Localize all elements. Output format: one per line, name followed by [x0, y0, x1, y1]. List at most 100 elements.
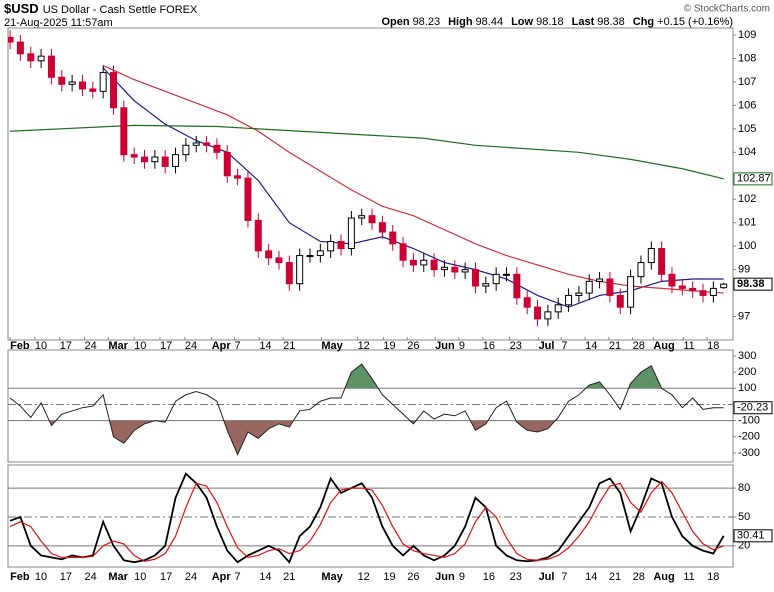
y-tick-label: 105 [738, 123, 756, 135]
x-tick-label: May [321, 340, 343, 352]
x-tick-label: 17 [160, 571, 172, 583]
x-tick-label: Jun [435, 340, 455, 352]
quote-value: +0.15 (+0.16%) [657, 16, 733, 28]
x-tick-label: 17 [60, 571, 72, 583]
candle-body [565, 294, 573, 306]
candle-body [430, 259, 438, 271]
y-tick-label: 20 [738, 540, 750, 552]
candle-body [347, 217, 355, 250]
candle-body [534, 306, 542, 320]
x-tick-label: 14 [259, 340, 271, 352]
candle-body [130, 154, 138, 158]
quote-label: Chg [633, 16, 654, 28]
pane-frame [7, 349, 734, 463]
x-tick-label: 23 [510, 571, 522, 583]
candle-body [8, 36, 14, 43]
x-tick-label: 24 [185, 340, 197, 352]
candle-body [358, 215, 366, 219]
quote-label: Low [511, 16, 533, 28]
candle-body [451, 266, 459, 273]
x-tick-label: 10 [134, 340, 146, 352]
x-tick-label: 12 [358, 340, 370, 352]
plot [8, 472, 733, 564]
x-tick-label: 26 [407, 571, 419, 583]
candle-body [265, 250, 273, 259]
candle-body [223, 151, 231, 177]
y-tick-label: 109 [738, 29, 756, 41]
candle-body [503, 273, 511, 276]
candle-body [47, 55, 55, 78]
candle-body [203, 142, 211, 146]
x-tick-label: 21 [283, 340, 295, 352]
y-tick-label: 104 [738, 146, 756, 158]
x-tick-label: 28 [633, 571, 645, 583]
x-tick-label: Jul [539, 340, 555, 352]
value-label: 98.38 [737, 278, 765, 290]
x-tick-label: 11 [683, 340, 694, 352]
y-tick-label: 300 [738, 350, 756, 362]
y-tick-label: 101 [738, 217, 756, 229]
candle-body [461, 269, 469, 273]
candle-body [120, 107, 128, 156]
x-tick-label: 17 [60, 340, 72, 352]
candle-body [337, 240, 345, 250]
x-tick-label: 7 [561, 571, 567, 583]
candle-body [668, 273, 676, 287]
candle-body [161, 156, 169, 167]
plot [8, 30, 728, 326]
x-tick-label: 14 [259, 571, 271, 583]
x-tick-label: 10 [35, 340, 47, 352]
candle-body [368, 215, 376, 224]
candle-body [492, 273, 500, 285]
series-line [10, 124, 724, 180]
candle-body [141, 156, 149, 163]
candle-body [234, 175, 242, 179]
y-tick-label: -100 [738, 415, 760, 427]
x-tick-label: 24 [185, 571, 197, 583]
y-tick-label: 50 [738, 511, 750, 523]
x-tick-label: 14 [585, 340, 597, 352]
x-tick-label: 10 [134, 571, 146, 583]
candle-body [99, 72, 107, 92]
x-tick-label: 18 [707, 571, 719, 583]
candle-body [616, 294, 624, 308]
candle-body [89, 88, 97, 92]
x-tick-label: 21 [609, 340, 621, 352]
candle-body [172, 154, 180, 167]
candle-body [585, 280, 593, 294]
x-tick-label: Mar [108, 571, 128, 583]
value-label-box [733, 401, 773, 415]
candle-body [213, 144, 221, 153]
x-tick-label: 18 [707, 340, 719, 352]
x-tick-label: Aug [653, 340, 674, 352]
y-tick-label: 100 [738, 240, 756, 252]
y-tick-label: 107 [738, 76, 756, 88]
value-label-box [733, 172, 773, 186]
x-tick-label: 7 [234, 340, 240, 352]
candle-body [389, 231, 397, 245]
value-label: -20.23 [737, 402, 768, 414]
x-tick-label: 23 [510, 340, 522, 352]
candle-body [709, 287, 717, 296]
candle-body [575, 292, 583, 296]
y-tick-label: 100 [738, 382, 756, 394]
candle-body [399, 243, 407, 261]
series-line [9, 480, 724, 562]
candle-body [699, 290, 707, 296]
candle-body [16, 41, 24, 55]
x-tick-label: Feb [10, 571, 30, 583]
candle-body [596, 278, 604, 282]
candle-body [378, 222, 386, 233]
header-title: $USD US Dollar - Cash Settle FOREX [4, 1, 198, 16]
candle-body [244, 177, 252, 221]
x-tick-label: May [321, 571, 343, 583]
candle-body [678, 285, 686, 289]
candle-body [316, 250, 324, 257]
pane-frame [7, 27, 734, 341]
candle-body [327, 240, 335, 252]
x-tick-label: 26 [407, 340, 419, 352]
x-tick-label: Aug [653, 571, 674, 583]
y-tick-label: 200 [738, 366, 756, 378]
candle-body [275, 257, 283, 264]
